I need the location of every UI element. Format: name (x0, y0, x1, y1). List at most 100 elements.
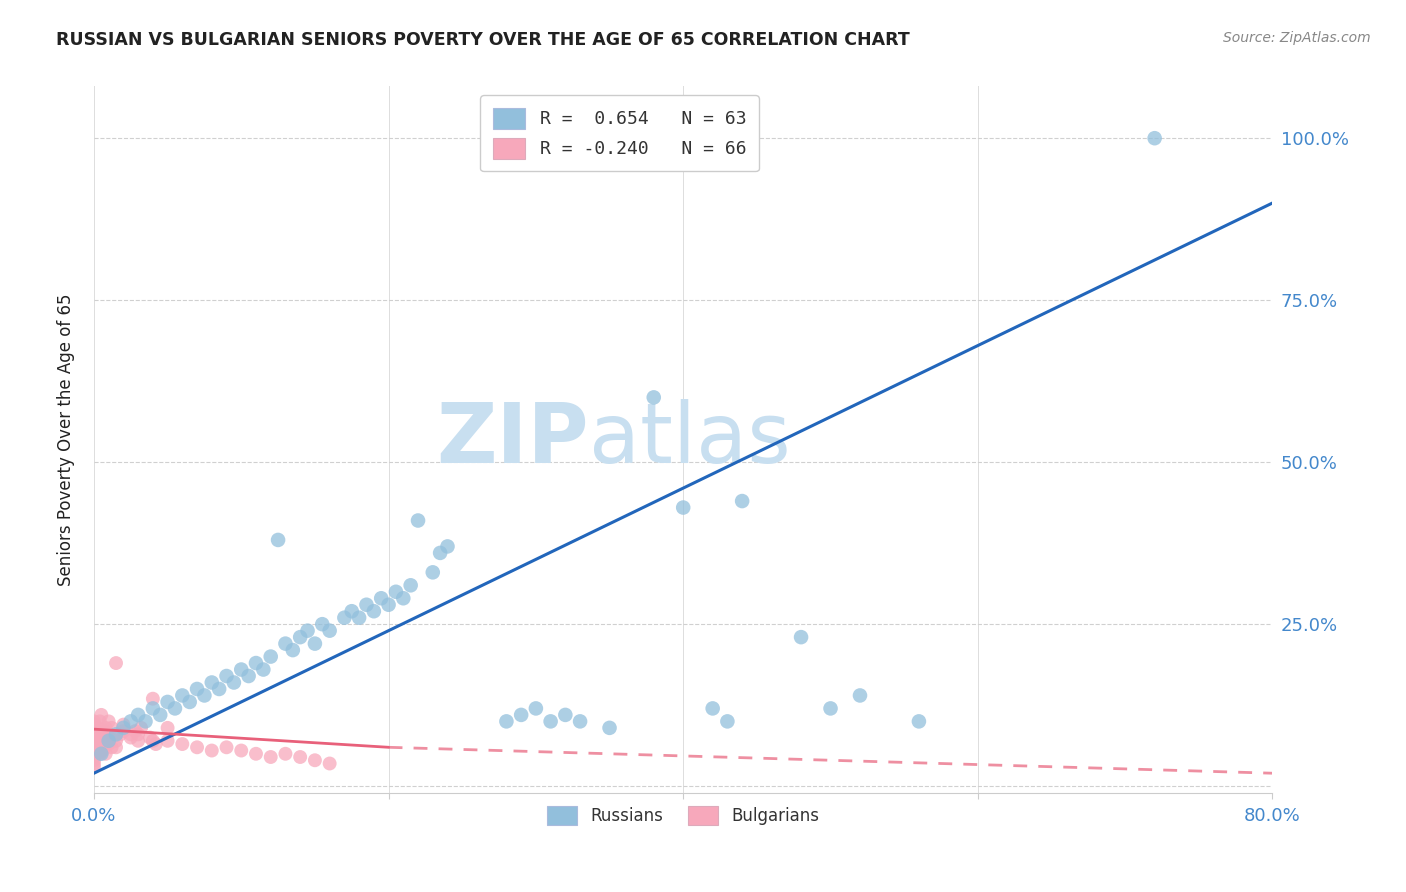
Point (112, 721, 135, 735)
Point (179, 695, 201, 709)
Point (100, 740, 122, 755)
Point (1143, 131, 1166, 145)
Point (495, 714, 517, 729)
Point (222, 675, 245, 690)
Point (124, 724, 146, 739)
Point (120, 731, 142, 745)
Point (105, 727, 128, 741)
Point (105, 740, 128, 755)
Point (83, 747, 105, 761)
Point (86, 740, 108, 755)
Point (311, 617, 333, 632)
Point (149, 707, 172, 722)
Point (260, 649, 283, 664)
Point (363, 604, 385, 618)
Point (94, 747, 117, 761)
Point (288, 630, 311, 644)
Point (347, 610, 370, 624)
Point (599, 721, 621, 735)
Point (90, 707, 112, 722)
Point (83, 756, 105, 771)
Point (97, 737, 120, 751)
Point (83, 753, 105, 767)
Point (105, 734, 128, 748)
Point (97, 731, 120, 745)
Point (297, 624, 319, 638)
Point (288, 750, 311, 764)
Point (127, 727, 149, 741)
Point (385, 584, 408, 599)
Point (156, 695, 179, 709)
Text: RUSSIAN VS BULGARIAN SENIORS POVERTY OVER THE AGE OF 65 CORRELATION CHART: RUSSIAN VS BULGARIAN SENIORS POVERTY OVE… (56, 31, 910, 49)
Point (93, 724, 115, 739)
Point (281, 643, 304, 657)
Point (849, 689, 872, 703)
Point (172, 689, 194, 703)
Point (97, 714, 120, 729)
Point (83, 731, 105, 745)
Point (129, 721, 152, 735)
Point (643, 391, 665, 405)
Point (83, 737, 105, 751)
Point (83, 760, 105, 774)
Point (820, 701, 842, 715)
Point (260, 750, 283, 764)
Point (201, 675, 224, 690)
Point (215, 669, 238, 683)
Point (112, 717, 135, 731)
Point (86, 734, 108, 748)
Point (110, 727, 132, 741)
Point (716, 714, 738, 729)
Point (156, 721, 179, 735)
Point (134, 714, 156, 729)
Point (87, 727, 110, 741)
Point (304, 637, 326, 651)
Point (89, 747, 111, 761)
Point (731, 494, 754, 508)
Point (406, 514, 429, 528)
Point (120, 714, 142, 729)
Y-axis label: Seniors Poverty Over the Age of 65: Seniors Poverty Over the Age of 65 (58, 293, 75, 586)
Point (163, 701, 186, 715)
Point (145, 737, 167, 751)
Point (94, 737, 117, 751)
Point (672, 500, 695, 515)
Point (569, 714, 592, 729)
Point (83, 750, 105, 764)
Point (274, 747, 297, 761)
Point (105, 656, 128, 670)
Point (83, 714, 105, 729)
Point (356, 598, 378, 612)
Point (540, 714, 562, 729)
Point (231, 743, 253, 757)
Text: atlas: atlas (589, 399, 790, 480)
Point (83, 727, 105, 741)
Point (790, 630, 813, 644)
Point (94, 721, 117, 735)
Point (245, 656, 267, 670)
Point (156, 734, 179, 748)
Point (91, 731, 114, 745)
Point (83, 724, 105, 739)
Point (193, 689, 215, 703)
Point (274, 637, 297, 651)
Point (139, 731, 162, 745)
Point (186, 740, 208, 755)
Point (83, 734, 105, 748)
Point (238, 669, 260, 683)
Point (91, 743, 114, 757)
Point (97, 734, 120, 748)
Point (392, 591, 415, 606)
Point (87, 721, 110, 735)
Point (340, 604, 363, 618)
Point (172, 737, 194, 751)
Point (83, 743, 105, 757)
Point (90, 740, 112, 755)
Point (304, 753, 326, 767)
Point (399, 578, 422, 592)
Point (377, 598, 399, 612)
Point (201, 743, 224, 757)
Point (142, 734, 165, 748)
Point (89, 714, 111, 729)
Point (252, 663, 274, 677)
